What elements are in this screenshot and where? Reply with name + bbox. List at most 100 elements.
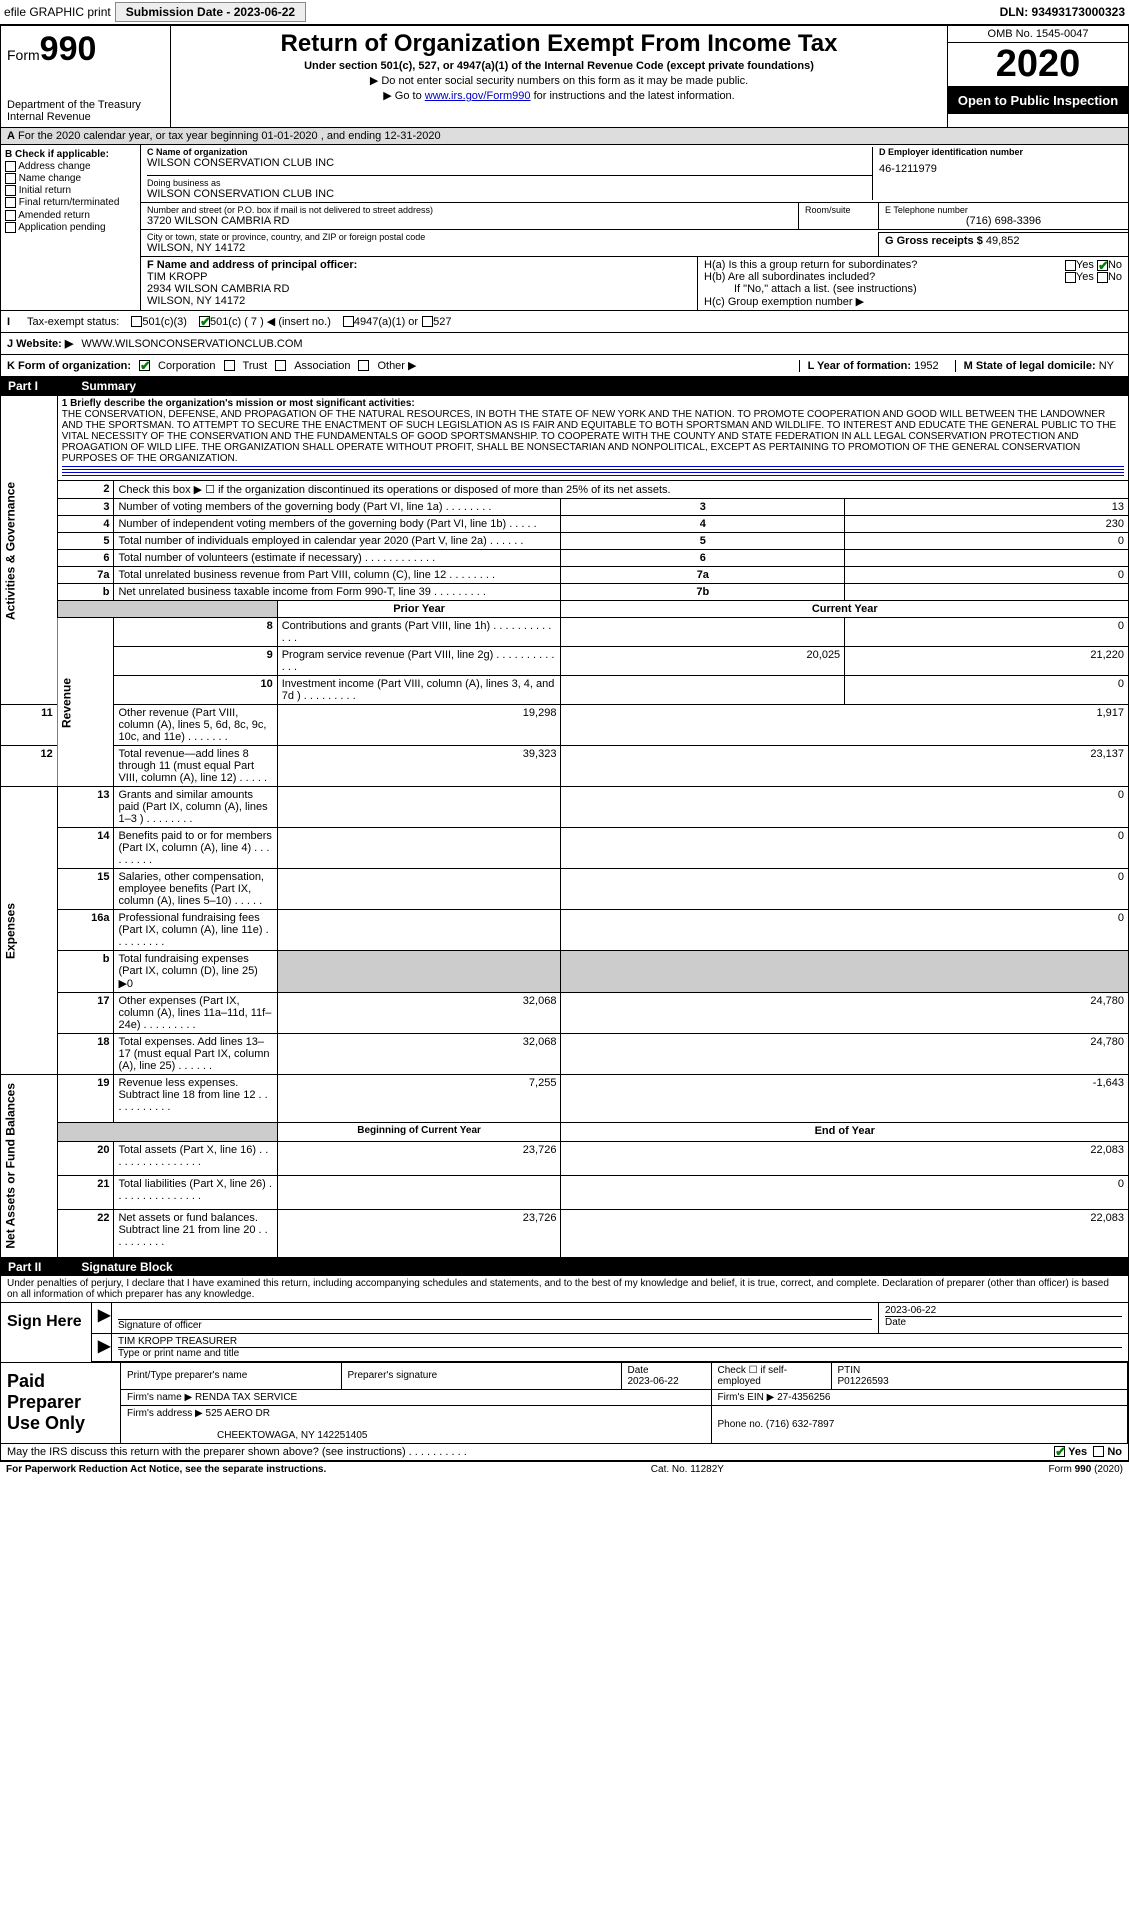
dept-treasury: Department of the Treasury [7, 99, 164, 111]
opt-label: Application pending [18, 222, 105, 233]
val-20c: 22,083 [561, 1142, 1129, 1176]
val-7b [845, 584, 1129, 601]
line-num: 13 [57, 787, 114, 828]
open-public-badge: Open to Public Inspection [948, 87, 1128, 114]
checkbox-icon[interactable] [5, 185, 16, 196]
checkbox-icon[interactable] [275, 360, 286, 371]
checkbox-icon[interactable] [199, 316, 210, 327]
line-21: Total liabilities (Part X, line 26) . . … [114, 1176, 277, 1210]
opt-label: Amended return [18, 210, 90, 221]
goto-post: for instructions and the latest informat… [531, 90, 735, 102]
line-2: Check this box ▶ ☐ if the organization d… [114, 481, 1129, 499]
val-9c: 21,220 [845, 647, 1129, 676]
val-18p: 32,068 [277, 1034, 561, 1075]
line-num: 9 [114, 647, 277, 676]
form-title: Return of Organization Exempt From Incom… [177, 30, 941, 58]
k-org-row: K Form of organization: Corporation Trus… [0, 355, 1129, 377]
checkbox-icon[interactable] [5, 173, 16, 184]
line-ref: 7a [561, 567, 845, 584]
checkbox-icon[interactable] [5, 210, 16, 221]
line-num: 16a [57, 910, 114, 951]
checkbox-icon[interactable] [224, 360, 235, 371]
opt-label: Initial return [19, 185, 71, 196]
line-num: 19 [57, 1075, 114, 1123]
checkbox-icon[interactable] [1065, 260, 1076, 271]
checkbox-icon[interactable] [358, 360, 369, 371]
prep-sig-label: Preparer's signature [341, 1363, 621, 1390]
checkbox-icon[interactable] [1065, 272, 1076, 283]
irs-label: Internal Revenue [7, 111, 164, 123]
no-label: No [1108, 271, 1122, 283]
ein-label: D Employer identification number [879, 147, 1023, 157]
section-abc: B Check if applicable: Address change Na… [0, 145, 1129, 311]
firm-ein-value: 27-4356256 [777, 1392, 830, 1403]
line-num: 4 [57, 516, 114, 533]
paid-preparer-block: Paid Preparer Use Only Print/Type prepar… [0, 1363, 1129, 1444]
checkbox-icon[interactable] [1093, 1446, 1104, 1457]
checkbox-icon[interactable] [5, 222, 16, 233]
line-ref: 4 [561, 516, 845, 533]
year-formation-label: L Year of formation: [808, 360, 912, 372]
side-revenue: Revenue [57, 618, 114, 787]
checkbox-icon[interactable] [1097, 272, 1108, 283]
submission-date-button[interactable]: Submission Date - 2023-06-22 [115, 2, 306, 22]
line-16a: Professional fundraising fees (Part IX, … [114, 910, 277, 951]
checkbox-icon[interactable] [131, 316, 142, 327]
line-ref: 3 [561, 499, 845, 516]
hc-label: H(c) Group exemption number ▶ [704, 295, 1122, 308]
val-19p: 7,255 [277, 1075, 561, 1123]
side-expenses: Expenses [1, 787, 58, 1075]
line-num: 3 [57, 499, 114, 516]
line-num: 12 [1, 746, 58, 787]
val-13p [277, 787, 561, 828]
arrow-icon: ▶ [98, 1307, 110, 1324]
checkbox-icon[interactable] [1054, 1446, 1065, 1457]
line-num: 20 [57, 1142, 114, 1176]
part-i-header: Part I Summary [0, 377, 1129, 395]
final-return-opt: Final return/terminated [5, 197, 136, 208]
footer-left: For Paperwork Reduction Act Notice, see … [6, 1464, 326, 1475]
form990-link[interactable]: www.irs.gov/Form990 [425, 90, 531, 102]
summary-table: Activities & Governance 1 Briefly descri… [0, 395, 1129, 1258]
arrow-icon: ▶ [98, 1338, 110, 1355]
line-17: Other expenses (Part IX, column (A), lin… [114, 993, 277, 1034]
checkbox-icon[interactable] [5, 161, 16, 172]
part-ii-label: Part II [8, 1260, 78, 1274]
ha-label: H(a) Is this a group return for subordin… [704, 259, 917, 271]
part-i-label: Part I [8, 379, 78, 393]
checkbox-icon[interactable] [5, 197, 16, 208]
goto-pre: ▶ Go to [383, 90, 424, 102]
val-7a: 0 [845, 567, 1129, 584]
val-14p [277, 828, 561, 869]
self-employed-label: Check ☐ if self-employed [711, 1363, 831, 1390]
sig-date-value: 2023-06-22 [885, 1305, 1122, 1316]
checkbox-icon[interactable] [139, 360, 150, 371]
dln-label: DLN: 93493173000323 [1000, 5, 1125, 19]
val-22p: 23,726 [277, 1209, 561, 1257]
form-header: Form990 Department of the Treasury Inter… [0, 25, 1129, 128]
prior-year-header: Prior Year [277, 601, 561, 618]
footer-right: Form 990 (2020) [1049, 1464, 1123, 1475]
website-value: WWW.WILSONCONSERVATIONCLUB.COM [81, 338, 302, 350]
discuss-no: No [1107, 1446, 1122, 1458]
line-num: 22 [57, 1209, 114, 1257]
street-label: Number and street (or P.O. box if mail i… [147, 205, 792, 215]
tax-exempt-label: Tax-exempt status: [27, 316, 119, 328]
line-8: Contributions and grants (Part VIII, lin… [277, 618, 561, 647]
checkbox-icon[interactable] [343, 316, 354, 327]
corp-label: Corporation [158, 360, 215, 372]
k-label: K Form of organization: [7, 360, 131, 372]
website-row: J Website: ▶ WWW.WILSONCONSERVATIONCLUB.… [0, 333, 1129, 355]
hb-note: If "No," attach a list. (see instruction… [704, 283, 1122, 295]
shaded-cell [277, 951, 561, 993]
initial-return-opt: Initial return [5, 185, 136, 196]
checkbox-icon[interactable] [1097, 260, 1108, 271]
checkbox-icon[interactable] [422, 316, 433, 327]
shaded-cell [57, 1122, 277, 1142]
form-number: 990 [40, 30, 97, 68]
val-15p [277, 869, 561, 910]
line-10: Investment income (Part VIII, column (A)… [277, 676, 561, 705]
val-10p [561, 676, 845, 705]
footer-mid: Cat. No. 11282Y [651, 1464, 724, 1475]
line-num: 15 [57, 869, 114, 910]
